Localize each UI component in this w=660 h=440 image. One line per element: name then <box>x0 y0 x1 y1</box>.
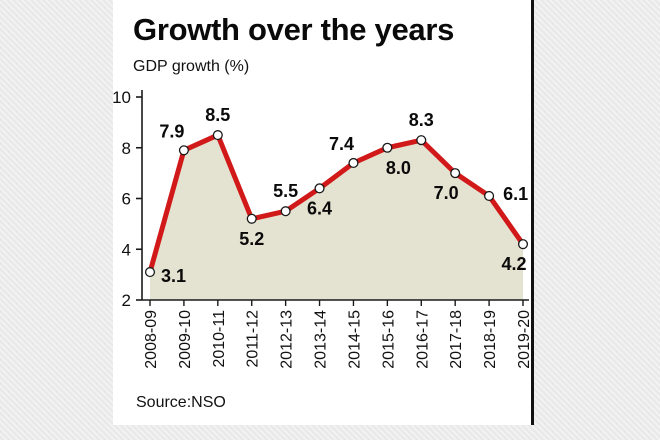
data-value-label: 3.1 <box>161 266 186 286</box>
y-tick-label: 4 <box>122 240 131 259</box>
source-note: Source:NSO <box>136 394 226 411</box>
data-point-marker[interactable] <box>348 157 359 169</box>
y-axis-title: GDP growth (%) <box>133 58 250 75</box>
y-tick-label: 6 <box>122 190 131 209</box>
y-tick-label: 10 <box>113 88 131 107</box>
data-value-label: 6.4 <box>307 198 332 218</box>
x-tick-label: 2013-14 <box>313 310 330 369</box>
data-point-marker[interactable] <box>144 267 156 278</box>
x-tick-label: 2015-16 <box>380 310 397 369</box>
data-point-marker[interactable] <box>178 145 189 156</box>
data-point-marker[interactable] <box>382 142 393 153</box>
line-chart-svg: 2 4 6 8 10 2008-09 2009-10 2010-11 2011-12 2012-… <box>113 88 533 369</box>
data-value-label: 6.1 <box>503 184 528 204</box>
data-label-layer: 3.1 7.9 8.5 5.2 5.5 6.4 7.4 8.0 8.3 7.0 6.1 4.2 <box>159 105 528 286</box>
data-line-layer <box>147 132 526 275</box>
x-tick-label: 2010-11 <box>211 310 228 368</box>
x-tick-label: 2017-18 <box>448 310 465 369</box>
data-value-label: 7.4 <box>329 134 354 154</box>
data-point-marker[interactable] <box>484 190 495 202</box>
data-value-label: 5.5 <box>273 181 298 201</box>
plot-area: 2 4 6 8 10 2008-09 2009-10 2010-11 2011-12 2012-… <box>113 0 533 425</box>
data-point-marker[interactable] <box>246 213 257 224</box>
data-value-label: 4.2 <box>501 254 526 274</box>
data-point-marker[interactable] <box>450 168 461 179</box>
x-tick-label: 2011-12 <box>245 310 262 368</box>
page-title: Growth over the years <box>133 12 455 47</box>
data-point-marker[interactable] <box>280 206 291 217</box>
x-tick-label: 2014-15 <box>346 310 363 369</box>
y-tick-label: 8 <box>122 139 131 158</box>
data-marker-layer <box>144 130 529 278</box>
data-point-marker[interactable] <box>314 183 325 194</box>
x-tick-label: 2009-10 <box>177 310 194 369</box>
data-value-label: 5.2 <box>239 229 264 249</box>
data-value-label: 8.3 <box>409 110 434 130</box>
x-tick-label: 2016-17 <box>414 310 431 369</box>
axis-layer <box>136 90 529 306</box>
data-line <box>147 132 526 275</box>
data-point-marker[interactable] <box>212 130 223 141</box>
data-value-label: 7.9 <box>159 121 184 141</box>
data-point-marker[interactable] <box>416 135 427 146</box>
x-tick-label: 2019-20 <box>516 310 533 369</box>
y-tick-label: 2 <box>122 291 131 310</box>
data-value-label: 8.5 <box>205 105 230 125</box>
x-tick-label: 2018-19 <box>482 310 499 369</box>
area-fill <box>150 135 523 300</box>
x-tick-label-layer: 2008-09 2009-10 2010-11 2011-12 2012-13 2013-… <box>143 310 533 369</box>
area-fill-layer <box>150 135 523 300</box>
data-value-label: 7.0 <box>434 183 459 203</box>
data-value-label: 8.0 <box>386 158 411 178</box>
data-point-marker[interactable] <box>517 239 529 250</box>
x-tick-label: 2008-09 <box>143 310 160 369</box>
chart-card: Growth over the years GDP growth (%) 2 4 6… <box>113 0 534 425</box>
x-tick-label: 2012-13 <box>279 310 296 369</box>
y-tick-label-layer: 2 4 6 8 10 <box>113 88 131 310</box>
